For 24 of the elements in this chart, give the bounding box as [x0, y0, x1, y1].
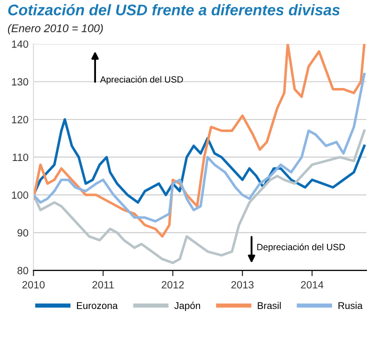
chart-title: Cotización del USD frente a diferentes divisas — [8, 4, 340, 16]
chart-subtitle: (Enero 2010 = 100) — [8, 24, 103, 34]
y-tick-label: 100 — [12, 191, 28, 199]
legend-label: Rusia — [338, 302, 363, 310]
annotation: Depreciación del USD — [257, 243, 345, 252]
x-tick-label: 2011 — [92, 281, 114, 288]
y-tick-label: 120 — [12, 116, 28, 124]
y-tick-label: 80 — [17, 266, 28, 274]
legend-label: Eurozona — [76, 302, 118, 310]
y-tick-label: 90 — [18, 229, 28, 237]
x-tick-label: 2012 — [162, 281, 184, 288]
legend-label: Brasil — [258, 302, 281, 310]
line-series — [33, 44, 366, 238]
legend-label: Japón — [174, 302, 200, 311]
line-series — [33, 130, 366, 264]
y-tick-label: 140 — [12, 40, 28, 48]
line-series — [33, 118, 366, 204]
annotation: Apreciación del USD — [100, 76, 183, 84]
x-tick-label: 2010 — [22, 281, 45, 288]
y-tick-label: 130 — [12, 78, 28, 86]
line-series — [33, 72, 366, 223]
x-tick-label: 2013 — [231, 281, 254, 288]
y-tick-label: 110 — [12, 154, 28, 162]
x-tick-label: 2014 — [301, 281, 324, 288]
